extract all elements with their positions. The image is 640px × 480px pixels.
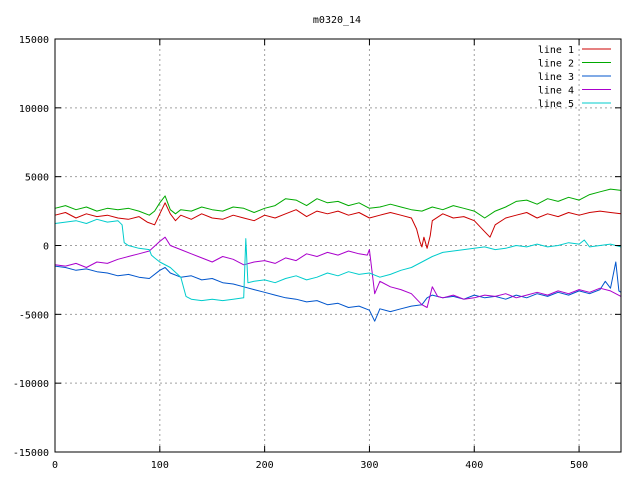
x-tick-label: 300 — [360, 460, 378, 471]
x-tick-label: 500 — [570, 460, 588, 471]
legend-label-5: line 5 — [538, 99, 574, 110]
y-tick-label: 5000 — [25, 173, 49, 184]
y-tick-label: -10000 — [13, 379, 49, 390]
legend-label-2: line 2 — [538, 59, 574, 70]
grid-lines — [55, 39, 621, 452]
y-tick-label: 15000 — [19, 35, 49, 46]
legend: line 1 line 2 line 3 line 4 line 5 — [538, 45, 611, 110]
y-tick-label: -15000 — [13, 448, 49, 459]
y-tick-label: -5000 — [19, 310, 49, 321]
x-tick-label: 400 — [465, 460, 483, 471]
chart-title: m0320_14 — [313, 15, 361, 26]
x-tick-label: 0 — [52, 460, 58, 471]
legend-label-3: line 3 — [538, 72, 574, 83]
series-line-5 — [54, 218, 622, 302]
series-line-4 — [54, 236, 622, 308]
legend-label-4: line 4 — [538, 86, 574, 97]
axis-ticks: 0 100 200 300 400 500 -15000 -10000 -5000 0 5000 10… — [13, 35, 621, 471]
x-tick-label: 100 — [151, 460, 169, 471]
series-line-1 — [54, 202, 622, 249]
y-tick-label: 10000 — [19, 104, 49, 115]
series-line-3 — [54, 261, 622, 322]
y-tick-label: 0 — [43, 242, 49, 253]
series-layer — [54, 188, 622, 322]
series-line-2 — [54, 188, 622, 219]
legend-label-1: line 1 — [538, 45, 574, 56]
x-tick-label: 200 — [256, 460, 274, 471]
